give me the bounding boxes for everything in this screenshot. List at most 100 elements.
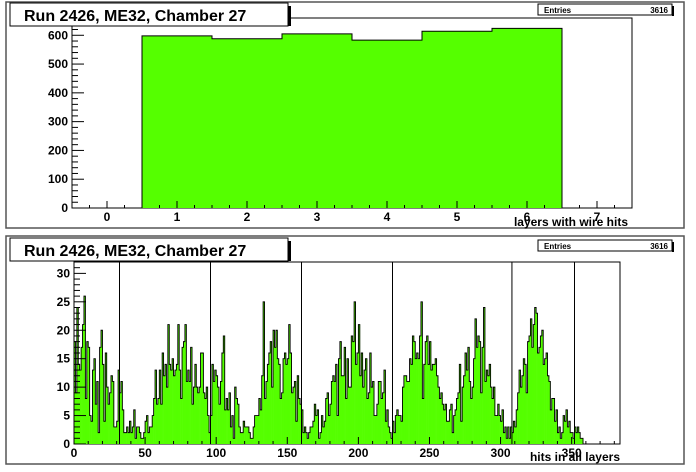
bar-130	[258, 398, 261, 444]
bar-207	[368, 392, 371, 444]
bar-154	[292, 387, 295, 444]
histogram-outline	[141, 27, 563, 208]
bar-304	[506, 438, 508, 444]
bar-57	[155, 370, 157, 444]
bar-160	[301, 409, 304, 444]
bar-152	[290, 353, 292, 444]
bar-322	[531, 347, 534, 444]
bar-354	[577, 426, 580, 444]
bar-123	[248, 432, 251, 444]
bar-239	[413, 341, 416, 444]
x-axis-label: layers with wire hits	[514, 215, 628, 229]
bar-121	[246, 426, 248, 444]
bar-1	[75, 392, 78, 444]
bar-237	[410, 364, 413, 444]
bar-206	[366, 398, 369, 444]
y-tick-label: 400	[48, 86, 68, 100]
bar-112	[233, 438, 235, 444]
bar-292	[489, 364, 491, 444]
bar-318	[526, 392, 528, 444]
bar-94	[207, 415, 210, 444]
bar-169	[314, 404, 317, 444]
stats-box-shadow	[672, 6, 674, 16]
bar-40	[130, 432, 133, 444]
bar-129	[257, 415, 260, 444]
bar-205	[365, 358, 368, 444]
bar-103	[220, 381, 223, 444]
bar-29	[115, 426, 117, 444]
bar-235	[408, 381, 410, 444]
bar-82	[190, 347, 193, 444]
bar-215	[379, 381, 382, 444]
bar-303	[504, 426, 507, 444]
bar-315	[521, 375, 524, 444]
bar-193	[348, 387, 351, 444]
bar-311	[516, 409, 518, 444]
bar-80	[187, 370, 190, 444]
bar-350	[571, 432, 574, 444]
y-tick-label: 20	[57, 323, 71, 337]
bar-271	[459, 364, 462, 444]
histogram-outline	[73, 295, 584, 445]
bar-13	[92, 370, 95, 444]
bar-341	[558, 426, 561, 444]
bar-278	[469, 381, 472, 444]
bar-344	[563, 415, 565, 444]
bar-27	[112, 381, 115, 444]
bar-88	[199, 387, 201, 444]
x-axis-label: hits in all layers	[530, 450, 620, 464]
bar-97	[211, 364, 214, 444]
bar-86	[196, 387, 199, 444]
bar-58	[156, 404, 159, 444]
bar-145	[280, 398, 282, 444]
x-tick-label: 200	[348, 446, 368, 460]
bar-201	[359, 375, 362, 444]
bar-85	[194, 364, 197, 444]
bar-295	[493, 387, 496, 444]
bars	[141, 27, 563, 209]
bar-43	[135, 438, 137, 444]
bar-38	[128, 432, 130, 444]
bar-25	[109, 392, 112, 444]
bar-191	[345, 398, 348, 444]
bar-308	[511, 432, 514, 444]
bar-136	[267, 364, 270, 444]
bar-59	[157, 398, 160, 444]
bar-269	[456, 398, 459, 444]
y-tick-label: 30	[57, 266, 71, 280]
bar-1	[212, 38, 282, 209]
bar-336	[551, 398, 554, 444]
bar-328	[540, 335, 543, 444]
bar-276	[466, 370, 469, 444]
bar-93	[206, 387, 208, 444]
bar-214	[378, 381, 381, 444]
bar-299	[499, 415, 501, 444]
bar-126	[253, 426, 255, 444]
bar-46	[139, 432, 142, 444]
bar-31	[118, 370, 120, 444]
bar-232	[403, 375, 406, 444]
bar-265	[450, 404, 453, 444]
bar-66	[167, 324, 170, 444]
bar-277	[467, 347, 470, 444]
bar-178	[327, 392, 329, 444]
bar-353	[575, 432, 578, 444]
bar-61	[160, 404, 163, 444]
bar-138	[270, 341, 272, 444]
bar-122	[247, 426, 250, 444]
bar-181	[331, 381, 334, 444]
bar-9	[86, 341, 89, 444]
bar-189	[342, 375, 345, 444]
bar-37	[126, 426, 129, 444]
bar-332	[546, 353, 548, 444]
bar-202	[361, 353, 363, 444]
y-tick-label: 600	[48, 28, 68, 42]
bar-327	[538, 347, 541, 444]
bar-320	[529, 335, 531, 444]
bar-23	[106, 387, 109, 444]
bar-245	[422, 398, 425, 444]
bar-223	[391, 438, 393, 444]
bar-224	[392, 421, 395, 444]
bar-34	[122, 409, 125, 444]
bar-159	[300, 404, 302, 444]
